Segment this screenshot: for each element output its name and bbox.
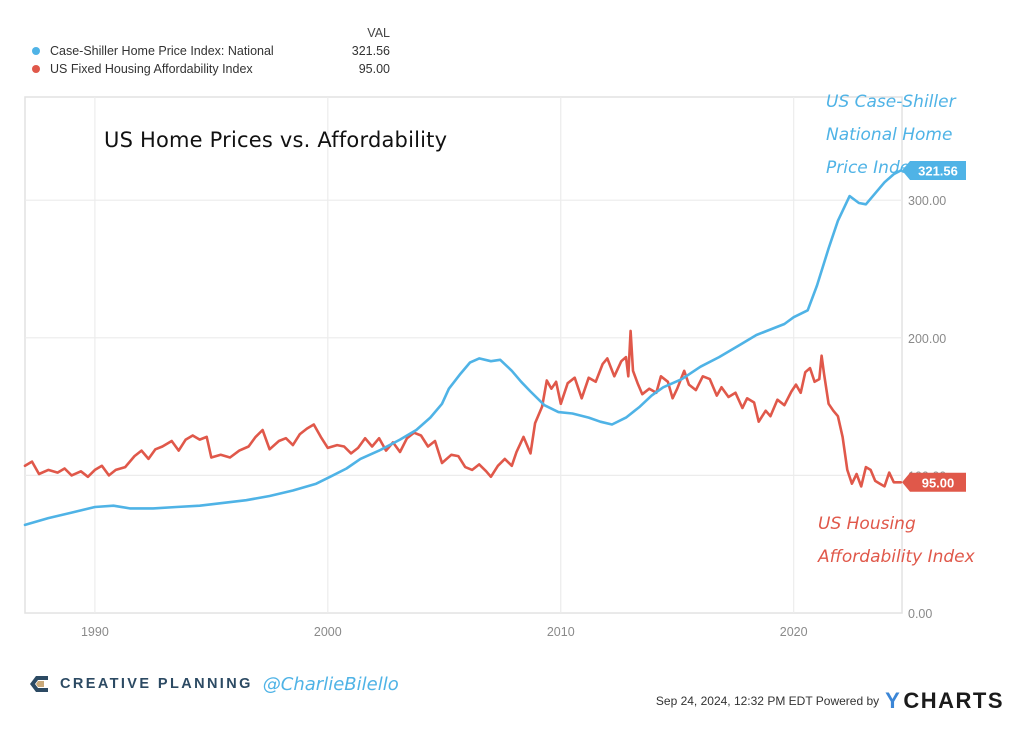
- brand-name: CREATIVE PLANNING: [60, 676, 253, 692]
- legend-item-case-shiller[interactable]: Case-Shiller Home Price Index: National …: [30, 42, 390, 60]
- y-tick-label: 300.00: [908, 194, 946, 208]
- tag-value: 321.56: [918, 164, 958, 179]
- x-tick-label: 2000: [314, 625, 342, 639]
- annotation-affordability: US Housing Affordability Index: [818, 508, 975, 574]
- legend-dot-red-icon: [32, 65, 40, 73]
- series-line-case-shiller: [23, 169, 903, 527]
- legend: VAL Case-Shiller Home Price Index: Natio…: [30, 26, 390, 78]
- annotation-line: US Housing: [818, 514, 916, 534]
- ycharts-logo[interactable]: Y CHARTS: [885, 688, 1004, 714]
- series-line-affordability: [23, 329, 903, 488]
- plot-frame: [24, 96, 903, 614]
- chart-title: US Home Prices vs. Affordability: [104, 128, 448, 152]
- y-tick-label: 0.00: [908, 607, 932, 621]
- annotation-line: Price Index: [826, 158, 921, 178]
- timestamp: Sep 24, 2024, 12:32 PM EDT Powered by: [655, 694, 880, 708]
- annotation-case-shiller: US Case-Shiller National Home Price Inde…: [826, 86, 956, 185]
- tag-background: [902, 472, 966, 492]
- ycharts-wordmark: CHARTS: [903, 688, 1004, 713]
- tag-value: 95.00: [922, 475, 955, 490]
- last-value-tag-case-shiller: 321.56: [902, 161, 966, 181]
- legend-item-affordability[interactable]: US Fixed Housing Affordability Index 95.…: [30, 60, 390, 78]
- legend-dot-blue-icon: [32, 47, 40, 55]
- annotation-line: US Case-Shiller: [826, 92, 956, 112]
- annotation-line: Affordability Index: [818, 547, 975, 567]
- author-handle[interactable]: @CharlieBilello: [262, 673, 399, 695]
- legend-header: VAL: [367, 26, 390, 40]
- x-tick-label: 1990: [81, 625, 109, 639]
- x-tick-label: 2010: [547, 625, 575, 639]
- footer-branding: CREATIVE PLANNING @CharlieBilello: [28, 672, 399, 696]
- legend-label: US Fixed Housing Affordability Index: [50, 62, 253, 76]
- footer-source: Sep 24, 2024, 12:32 PM EDT Powered by Y …: [656, 688, 1004, 714]
- legend-value: 95.00: [358, 62, 390, 76]
- last-value-tag-affordability: 95.00: [902, 472, 966, 492]
- creative-planning-logo-icon: [30, 676, 48, 692]
- legend-label: Case-Shiller Home Price Index: National: [50, 44, 274, 58]
- tag-background: [902, 161, 966, 181]
- legend-value: 321.56: [351, 44, 390, 58]
- annotation-line: National Home: [826, 125, 953, 145]
- x-tick-label: 2020: [780, 625, 808, 639]
- y-tick-label: 200.00: [908, 332, 946, 346]
- ycharts-y-icon: Y: [885, 688, 902, 713]
